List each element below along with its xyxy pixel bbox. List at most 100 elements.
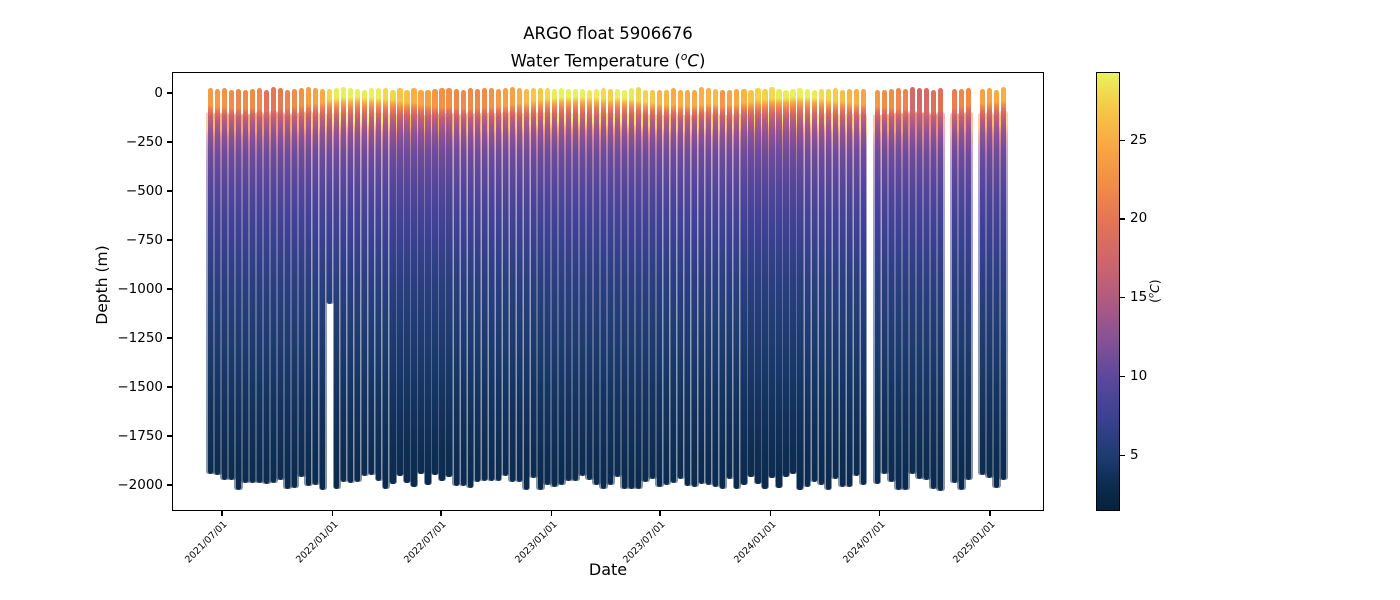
- colorbar-tick-mark: [1120, 454, 1125, 457]
- colorbar-label: (oC): [1145, 279, 1162, 303]
- profile-column: [648, 90, 658, 479]
- profile-column: [936, 88, 945, 491]
- profile-column: [543, 88, 552, 486]
- profile-column: [613, 88, 622, 478]
- x-axis-tick-label: 2024/01/01: [731, 519, 779, 566]
- profile-column: [367, 87, 377, 476]
- y-axis-tick-mark: [167, 337, 172, 339]
- profile-column: [550, 89, 559, 487]
- profile-column: [774, 88, 784, 489]
- profile-column: [802, 89, 812, 488]
- profile-column: [304, 87, 314, 487]
- colorbar-tick-label: 20: [1130, 210, 1148, 227]
- x-axis-tick-mark: [879, 511, 881, 516]
- profile-column: [213, 88, 222, 476]
- profile-column: [444, 88, 454, 478]
- profile-column: [978, 88, 988, 475]
- colorbar-tick-label: 25: [1130, 131, 1148, 148]
- profile-column: [915, 88, 924, 480]
- profile-column: [704, 88, 714, 486]
- profile-column: [564, 88, 573, 481]
- profile-column: [339, 87, 349, 483]
- profile-column: [746, 89, 756, 478]
- profile-column: [493, 89, 503, 481]
- profile-column: [283, 89, 293, 490]
- profile-column: [255, 87, 264, 484]
- x-axis-tick-mark: [769, 511, 771, 516]
- profile-column: [732, 88, 742, 490]
- profile-column: [760, 88, 770, 489]
- y-axis-tick-label: −500: [125, 182, 163, 199]
- degree-superscript: o: [680, 50, 688, 63]
- profile-column: [662, 89, 672, 486]
- profile-column: [753, 88, 763, 485]
- profile-column: [515, 88, 524, 483]
- x-axis-label: Date: [588, 560, 628, 579]
- profile-column: [851, 89, 861, 477]
- profile-column: [571, 89, 580, 482]
- profile-column: [437, 87, 447, 481]
- profile-column: [374, 87, 384, 481]
- profile-column: [894, 87, 903, 490]
- profile-column: [529, 88, 538, 478]
- profile-column: [992, 90, 1002, 488]
- profile-column: [472, 89, 482, 483]
- profile-column: [416, 89, 426, 475]
- profile-column: [844, 88, 854, 488]
- profile-column: [620, 90, 629, 490]
- profile-column: [725, 90, 735, 480]
- profile-column: [332, 87, 342, 490]
- y-axis-tick-label: −1000: [117, 280, 163, 297]
- profile-column: [887, 89, 896, 482]
- profile-column: [220, 88, 229, 481]
- colorbar-tick-label: 10: [1130, 368, 1148, 385]
- profile-column: [655, 89, 665, 488]
- x-axis-tick-label: 2022/07/01: [402, 519, 449, 566]
- x-axis-tick-mark: [659, 511, 661, 516]
- profile-column: [858, 89, 868, 485]
- profile-column: [922, 87, 931, 481]
- profile-column: [262, 89, 271, 484]
- profile-column: [479, 88, 489, 482]
- profile-column: [641, 89, 651, 483]
- profile-column: [767, 87, 777, 479]
- profile-column: [409, 88, 419, 488]
- chart-subtitle: Water Temperature (oC): [510, 50, 706, 71]
- profile-column: [950, 88, 959, 484]
- y-axis-tick-label: −250: [125, 133, 163, 150]
- colorbar-tick-mark: [1120, 139, 1125, 141]
- profile-column: [423, 89, 433, 485]
- profile-column: [964, 88, 973, 480]
- profile-column: [634, 87, 644, 489]
- profile-column: [739, 88, 749, 486]
- degree-superscript: o: [1145, 292, 1156, 298]
- profile-column: [816, 88, 826, 486]
- profile-column: [451, 89, 461, 487]
- profile-column: [297, 87, 307, 478]
- profile-column: [837, 90, 847, 487]
- profile-column: [536, 88, 545, 491]
- colorbar-tick-mark: [1120, 297, 1125, 299]
- y-axis-tick-mark: [167, 288, 172, 290]
- x-axis-tick-label: 2023/01/01: [512, 519, 560, 566]
- profile-column: [711, 88, 721, 488]
- y-axis-label: Depth (m): [93, 245, 111, 325]
- colorbar-tick-mark: [1120, 218, 1125, 220]
- profile-column: [290, 89, 300, 488]
- profile-column: [788, 89, 798, 475]
- profile-column: [311, 87, 321, 486]
- y-axis-tick-label: −750: [125, 231, 163, 248]
- profile-column: [830, 87, 840, 480]
- y-axis-tick-label: −2000: [117, 476, 163, 493]
- y-axis-tick-mark: [167, 239, 172, 241]
- x-axis-tick-mark: [550, 511, 552, 516]
- y-axis-tick-mark: [167, 435, 172, 437]
- profile-column: [901, 88, 910, 490]
- profile-column: [522, 88, 531, 491]
- profile-column: [683, 89, 693, 487]
- profile-column: [381, 87, 391, 489]
- profile-column: [999, 87, 1009, 481]
- x-axis-tick-mark: [221, 511, 223, 516]
- y-axis-tick-mark: [167, 386, 172, 388]
